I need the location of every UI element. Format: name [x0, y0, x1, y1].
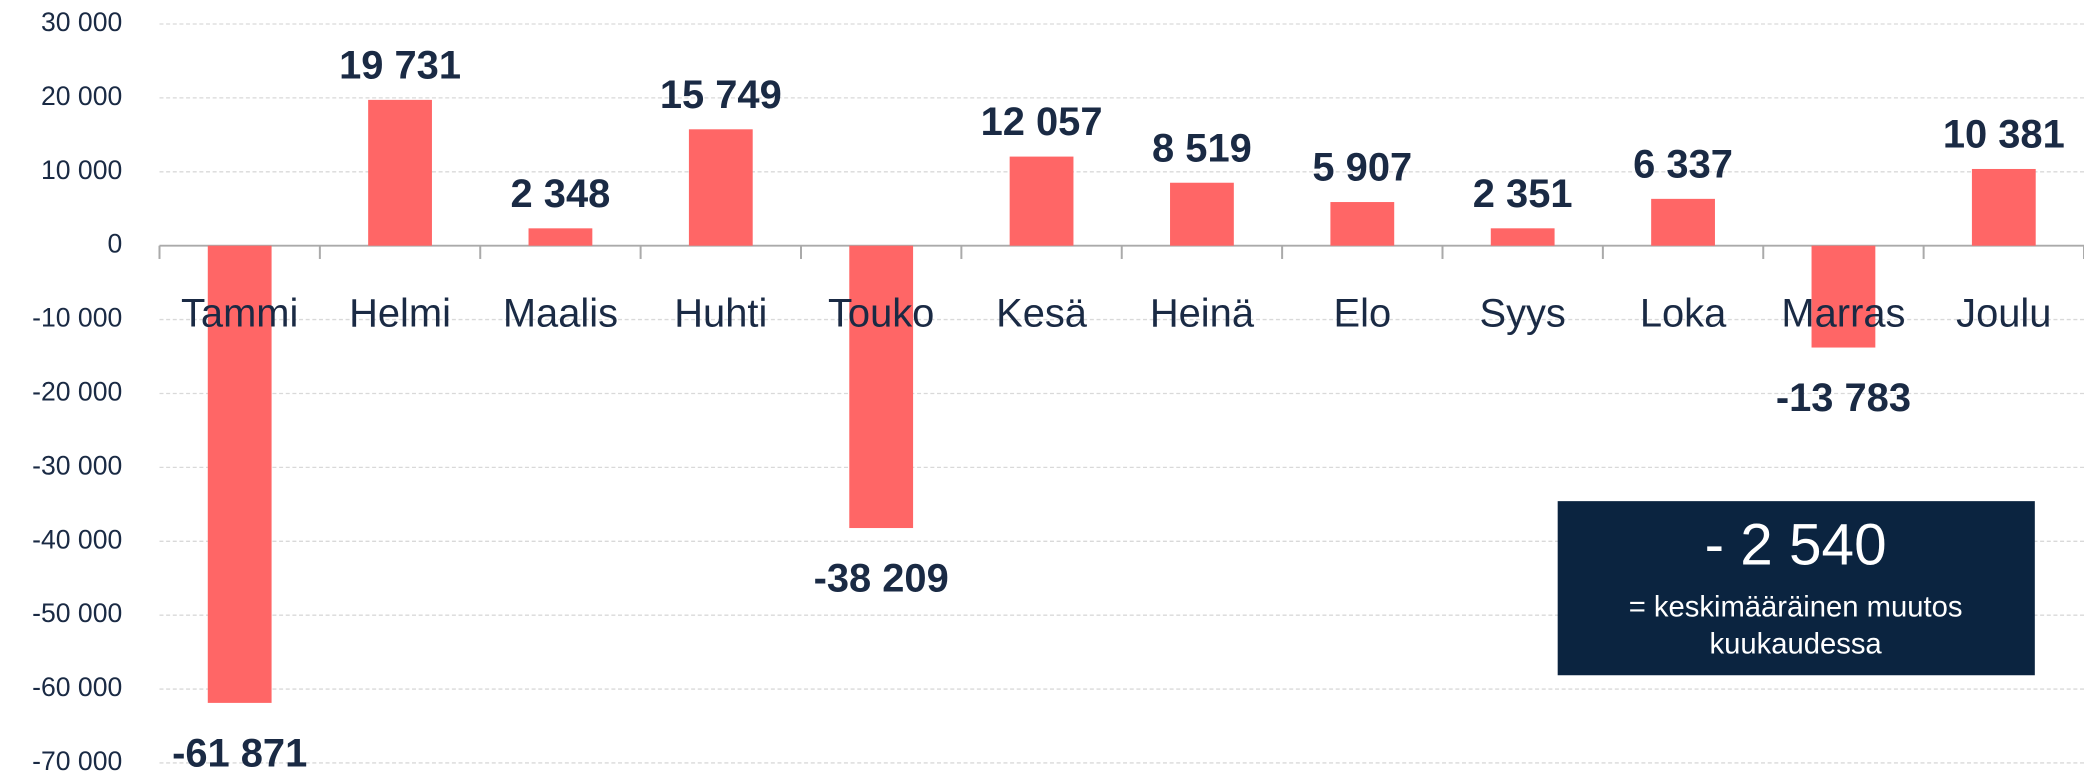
- x-tick-label: Marras: [1781, 292, 1905, 336]
- y-tick-label: 30 000: [41, 7, 122, 37]
- bar: [1170, 182, 1234, 246]
- y-tick-label: -60 000: [32, 672, 122, 702]
- y-tick-label: -10 000: [32, 303, 122, 333]
- x-tick-label: Kesä: [996, 292, 1088, 336]
- bar: [1009, 156, 1074, 246]
- value-label: 8 519: [1152, 126, 1252, 170]
- x-tick-label: Tammi: [181, 292, 298, 336]
- bar: [1330, 202, 1395, 246]
- annotation-text: = keskimääräinen muutos: [1629, 592, 1963, 624]
- bar: [849, 245, 914, 529]
- value-label: 2 348: [511, 172, 611, 216]
- x-tick-label: Huhti: [674, 292, 767, 336]
- y-tick-label: -70 000: [32, 746, 122, 775]
- value-label: 10 381: [1943, 113, 2065, 157]
- value-label: -13 783: [1776, 376, 1911, 420]
- value-label: -61 871: [172, 732, 307, 775]
- y-tick-label: -20 000: [32, 376, 122, 406]
- x-tick-label: Loka: [1640, 292, 1727, 336]
- annotation-box: [1557, 501, 2035, 676]
- bar: [528, 228, 593, 246]
- value-label: 5 907: [1312, 146, 1412, 190]
- bar: [207, 245, 272, 703]
- bar: [1971, 168, 2036, 246]
- annotation-value: - 2 540: [1705, 512, 1887, 577]
- x-tick-label: Maalis: [503, 292, 618, 336]
- y-tick-label: -30 000: [32, 450, 122, 480]
- bar: [368, 99, 432, 246]
- x-tick-label: Elo: [1334, 292, 1392, 336]
- value-label: 12 057: [981, 100, 1103, 144]
- x-tick-label: Touko: [828, 292, 934, 336]
- value-label: 19 731: [339, 44, 461, 88]
- value-label: 2 351: [1473, 172, 1573, 216]
- y-tick-label: -40 000: [32, 524, 122, 554]
- y-tick-label: 10 000: [41, 155, 122, 185]
- value-label: 15 749: [660, 73, 782, 117]
- annotation-text: kuukaudessa: [1709, 629, 1882, 661]
- x-tick-label: Helmi: [349, 292, 451, 336]
- y-tick-label: -50 000: [32, 598, 122, 628]
- x-tick-label: Joulu: [1956, 292, 2051, 336]
- bar: [1490, 228, 1555, 246]
- bar: [1651, 198, 1715, 246]
- bar: [1811, 245, 1876, 348]
- value-label: 6 337: [1633, 142, 1733, 186]
- x-tick-label: Heinä: [1150, 292, 1255, 336]
- x-tick-label: Syys: [1479, 292, 1565, 336]
- value-label: -38 209: [814, 557, 949, 601]
- y-tick-label: 20 000: [41, 81, 122, 111]
- bar: [688, 129, 753, 246]
- y-tick-label: 0: [107, 229, 122, 259]
